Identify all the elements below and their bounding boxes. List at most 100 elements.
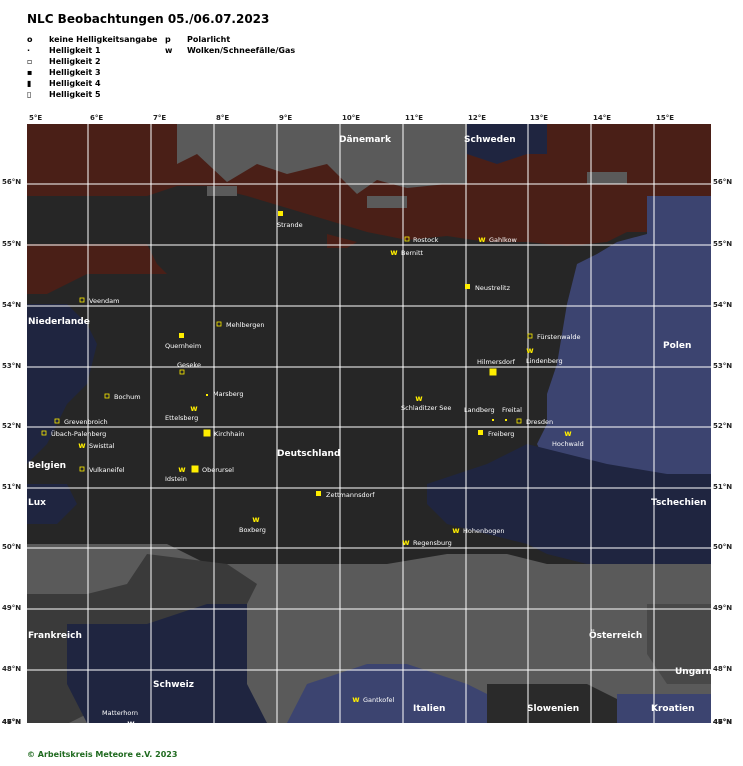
legend-item: w Wolken/Schneefälle/Gas — [165, 46, 295, 56]
no-brightness-symbol — [79, 297, 85, 303]
station-marker[interactable]: w Hochwald — [552, 429, 584, 448]
station-marker[interactable]: Bochum — [104, 393, 141, 401]
axis-tick-label: 49°N — [713, 604, 733, 612]
station-label: Schladitzer See — [401, 404, 451, 412]
station-marker[interactable]: w Gahlkow — [478, 235, 517, 244]
station-label: Boxberg — [239, 526, 266, 534]
station-marker[interactable]: w Swisttal — [78, 441, 114, 450]
axis-tick-label: 51°N — [2, 483, 22, 491]
axis-tick-label: 49°N — [2, 604, 22, 612]
axis-tick-label: 54°N — [713, 301, 733, 309]
station-marker[interactable]: Neustrelitz — [465, 284, 511, 292]
cloud-symbol: w — [478, 235, 486, 244]
station-label: Gantkofel — [363, 696, 394, 704]
legend-symbol: p — [165, 35, 171, 44]
station-marker[interactable]: Oberursel — [191, 465, 235, 475]
legend-item: p Polarlicht — [165, 35, 230, 45]
station-marker[interactable]: w Gantkofel — [352, 695, 394, 704]
country-label: Polen — [663, 341, 691, 351]
station-marker[interactable]: w Boxberg — [239, 515, 266, 534]
axis-tick-label: 46°N — [713, 718, 733, 726]
station-marker[interactable]: Geseke — [177, 361, 201, 375]
axis-tick-label: 47°N — [2, 718, 22, 726]
axis-tick-label: 45°N — [2, 718, 22, 726]
legend-item: ▪ Helligkeit 3 — [27, 68, 101, 78]
station-marker[interactable]: w Bernitt — [390, 248, 423, 257]
no-brightness-symbol — [516, 418, 522, 424]
station-marker[interactable]: Dresden — [516, 418, 553, 426]
cloud-symbol: w — [127, 719, 135, 723]
station-marker[interactable]: Hilmersdorf — [477, 358, 516, 376]
station-label: Dresden — [526, 418, 553, 426]
legend-label: Helligkeit 1 — [49, 46, 101, 55]
station-marker[interactable]: Fürstenwalde — [527, 333, 580, 341]
station-marker[interactable]: w Lindenberg — [526, 346, 563, 365]
axis-tick-label: 5°E — [29, 114, 43, 122]
legend-item: o keine Helligkeitsangabe — [27, 35, 157, 45]
station-marker[interactable]: Zettmannsdorf — [316, 491, 375, 499]
station-label: Landberg — [464, 406, 495, 414]
axis-tick-label: 53°N — [2, 362, 22, 370]
country-label: Schweiz — [153, 680, 194, 690]
legend-label: keine Helligkeitsangabe — [49, 35, 158, 44]
no-brightness-symbol — [104, 393, 110, 399]
station-marker[interactable]: w Matterhorn — [102, 709, 138, 723]
axis-tick-label: 10°E — [342, 114, 361, 122]
station-marker[interactable]: w Hohenbogen — [452, 526, 504, 535]
station-marker[interactable]: Kirchhain — [203, 429, 245, 439]
cloud-area — [487, 684, 647, 723]
legend-symbol: ▫ — [27, 57, 33, 66]
station-label: Bochum — [114, 393, 141, 401]
country-label: Tschechien — [651, 498, 707, 508]
station-label: Rostock — [413, 236, 439, 244]
station-label: Fürstenwalde — [537, 333, 580, 341]
axis-tick-label: 52°N — [713, 422, 733, 430]
axis-tick-label: 51°N — [713, 483, 733, 491]
cloud-symbol: w — [390, 248, 398, 257]
station-marker[interactable]: Vulkaneifel — [79, 466, 125, 474]
station-marker[interactable]: w Regensburg — [402, 538, 451, 547]
station-marker[interactable]: Marsberg — [206, 390, 243, 398]
legend-symbol: · — [27, 46, 31, 55]
station-marker[interactable]: Freiberg — [478, 430, 514, 438]
observation-map[interactable]: Dänemark Schweden Niederlande Polen Belgien D… — [27, 124, 711, 723]
axis-tick-label: 15°E — [656, 114, 675, 122]
station-label: Übach-Palenberg — [51, 429, 106, 438]
legend-item: ▯ Helligkeit 5 — [27, 90, 101, 100]
axis-tick-label: 6°E — [90, 114, 104, 122]
legend-label: Helligkeit 4 — [49, 79, 101, 88]
sea-area — [27, 244, 167, 294]
cloud-area — [67, 604, 267, 723]
no-brightness-symbol — [179, 369, 185, 375]
country-label: Lux — [28, 498, 46, 508]
station-marker[interactable]: Freital — [502, 406, 522, 421]
axis-tick-label: 50°N — [713, 543, 733, 551]
station-label: Quernheim — [165, 342, 201, 350]
country-labels: Dänemark Schweden Niederlande Polen Belgien D… — [28, 135, 711, 714]
station-marker[interactable]: Grevenbroich — [54, 418, 108, 426]
station-label: Freiberg — [488, 430, 514, 438]
cloud-symbol: w — [526, 346, 534, 355]
country-label: Slowenien — [527, 704, 579, 714]
station-marker[interactable]: Veendam — [79, 297, 120, 305]
cloud-symbol: w — [190, 404, 198, 413]
station-marker[interactable]: Rostock — [404, 236, 439, 244]
station-label: Hohenbogen — [463, 527, 504, 535]
brightness-3-symbol — [278, 211, 283, 216]
station-markers: Strande Rostock w Gahlkow w Bernitt Neustrelit… — [41, 211, 584, 723]
station-marker[interactable]: Übach-Palenberg — [41, 429, 106, 438]
station-marker[interactable]: Mehlbergen — [216, 321, 264, 329]
station-marker[interactable]: Landberg — [464, 406, 495, 421]
country-label: Dänemark — [339, 135, 392, 145]
station-marker[interactable]: Quernheim — [165, 333, 201, 350]
legend-label: Helligkeit 5 — [49, 90, 101, 99]
cloud-symbol: w — [402, 538, 410, 547]
brightness-3-symbol — [478, 430, 483, 435]
cloud-symbol: w — [452, 526, 460, 535]
no-brightness-symbol — [527, 333, 533, 339]
axis-tick-label: 47°N — [713, 718, 733, 726]
station-marker[interactable]: Strande — [277, 211, 303, 229]
